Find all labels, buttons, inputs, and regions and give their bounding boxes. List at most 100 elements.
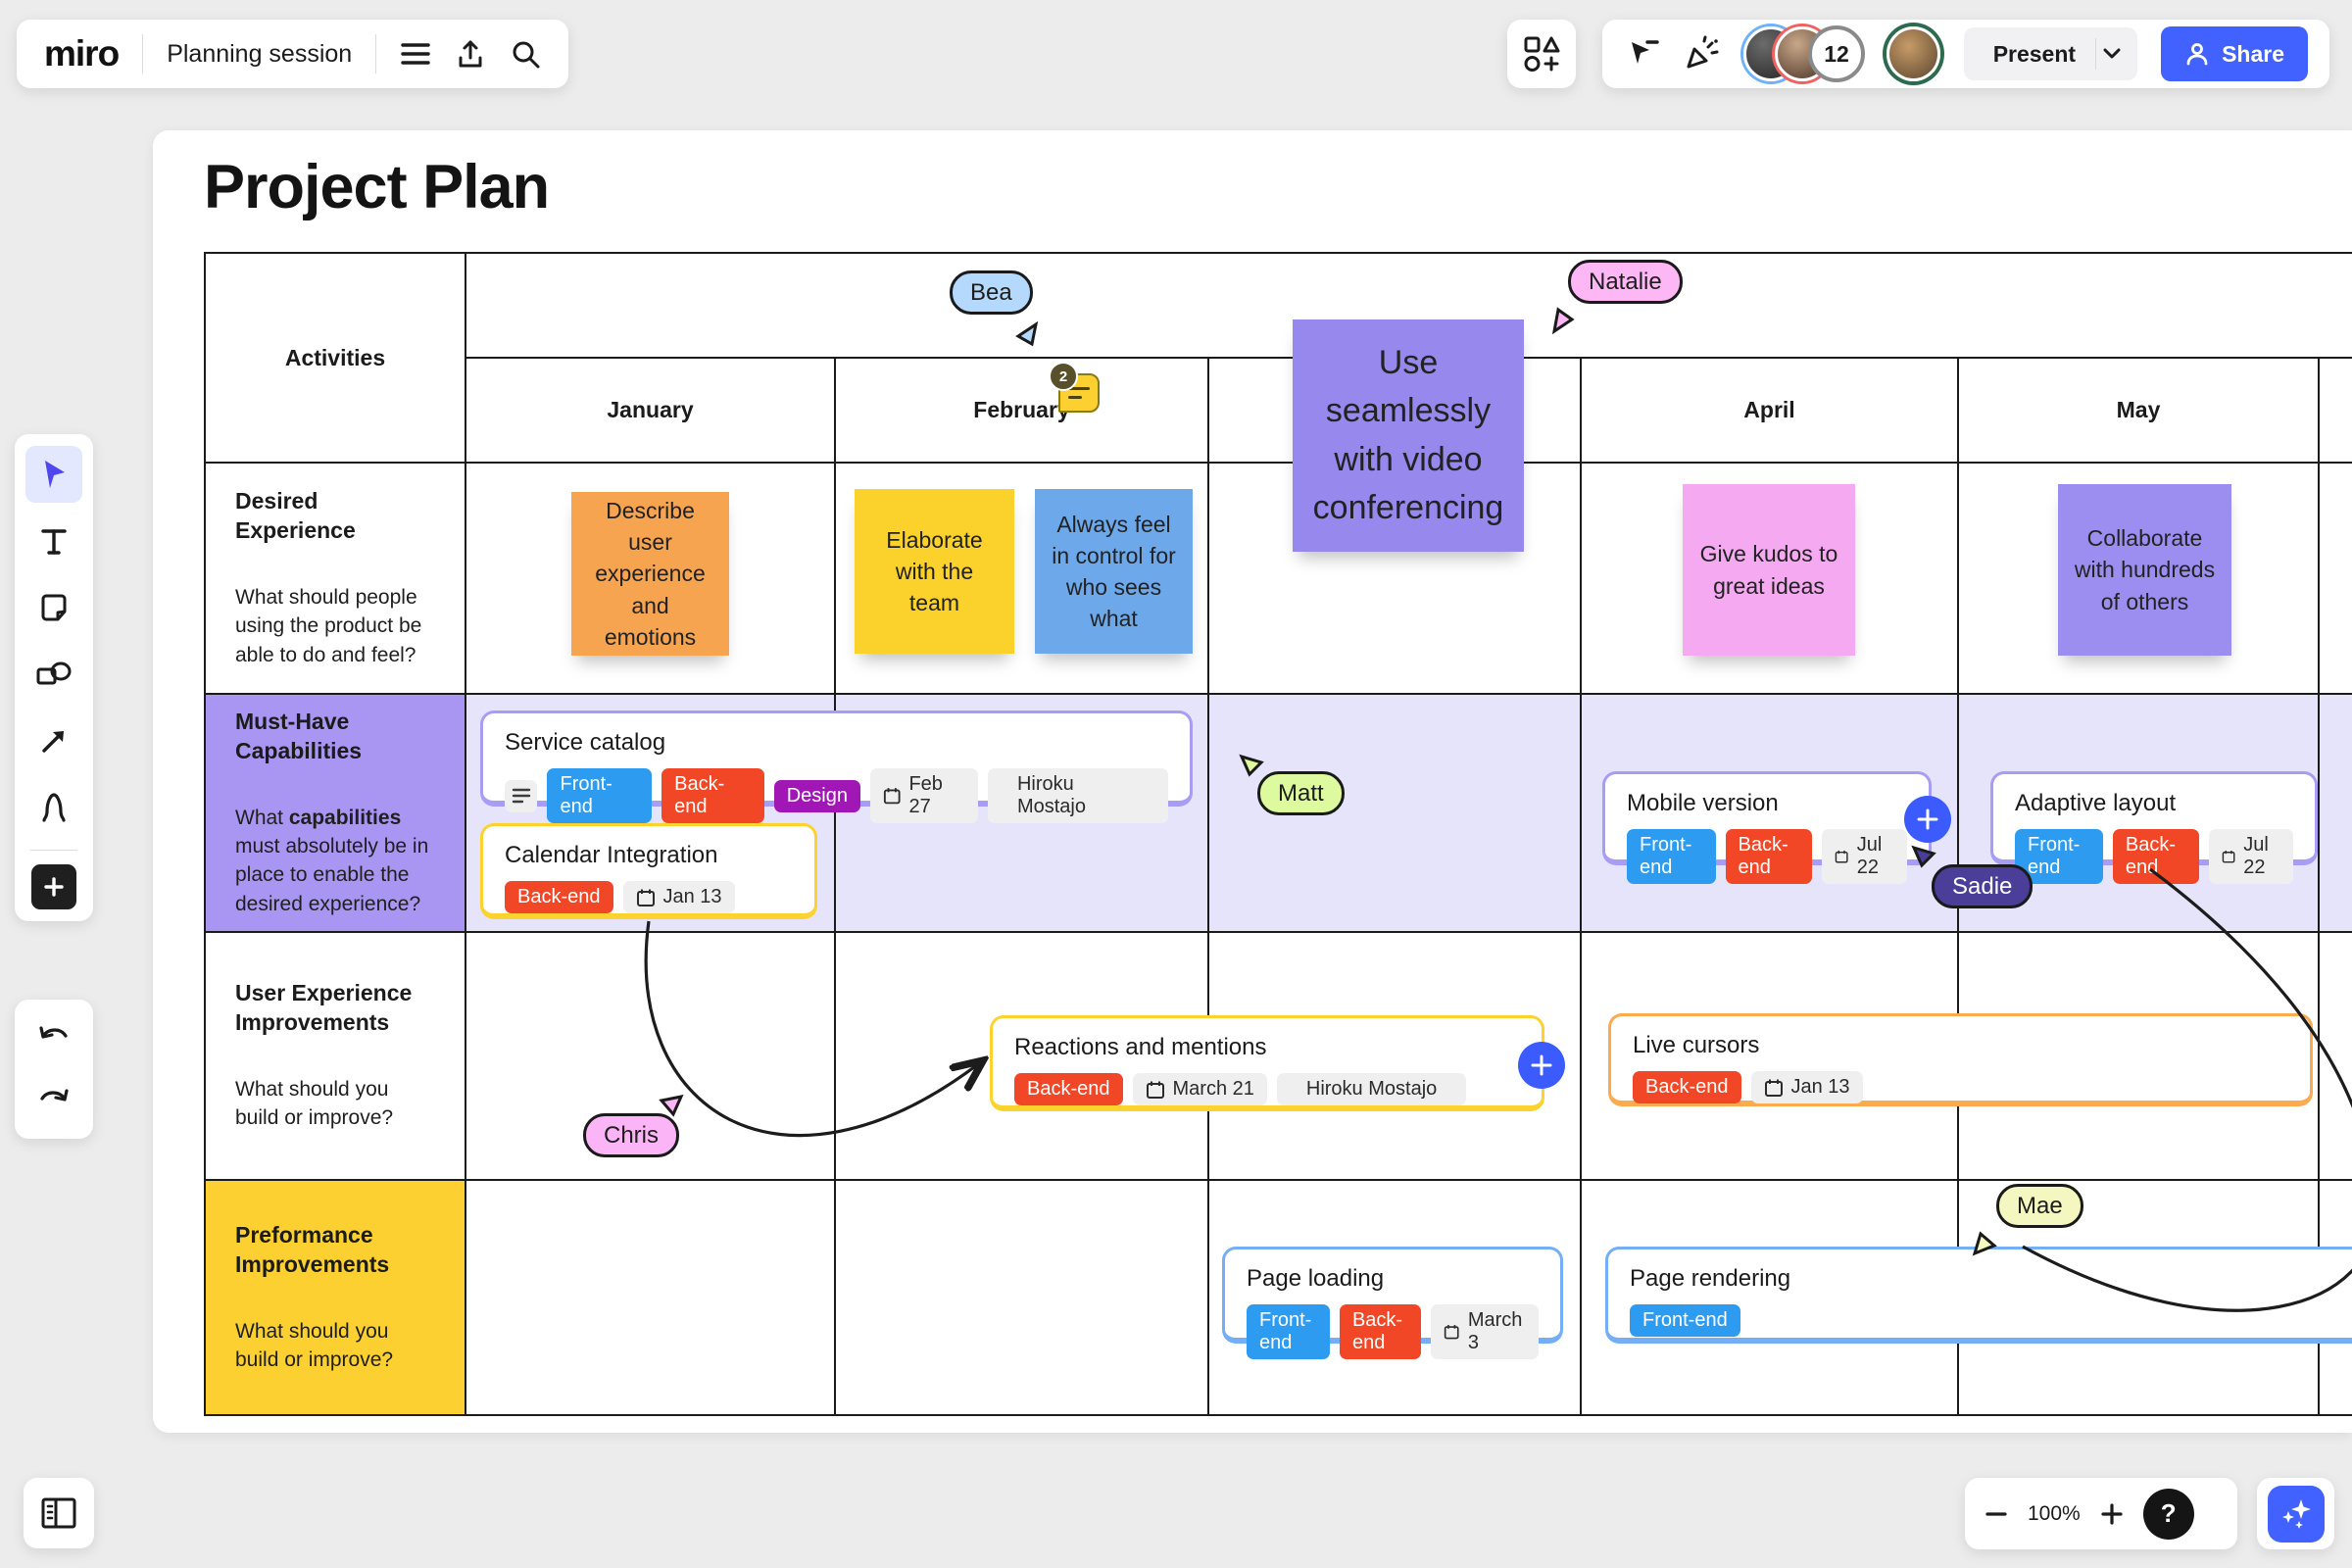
shapes-tool[interactable] [25,646,82,703]
table-cell[interactable] [1959,464,2320,695]
sticky-note[interactable]: Describe user experience and emotions [571,492,729,656]
miro-logo[interactable]: miro [44,33,120,74]
table-cell[interactable] [2320,464,2352,695]
task-card-reactions-mentions[interactable]: Reactions and mentions Back-end March 21… [990,1015,1544,1111]
board-title[interactable]: Planning session [167,39,353,68]
table-cell[interactable] [1209,933,1582,1181]
sticky-note[interactable]: Use seamlessly with video conferencing [1293,319,1524,552]
frame-title[interactable]: Project Plan [204,153,550,221]
calendar-icon [1836,850,1849,863]
sparkles-icon [2281,1498,2311,1529]
comment-thread[interactable]: 2 [1049,362,1100,413]
task-card-service-catalog[interactable]: Service catalog Front-end Back-end Desig… [480,710,1193,823]
task-card-page-rendering[interactable]: Page rendering Front-end [1605,1247,2352,1344]
table-cell[interactable] [1209,464,1582,695]
connector-tool[interactable] [25,712,82,769]
table-cell[interactable] [1209,695,1582,933]
table-cell[interactable] [1582,464,1959,695]
tag-design[interactable]: Design [773,779,860,812]
cursor-pointer-icon [1972,1231,1997,1256]
tag-backend[interactable]: Back-end [1339,1304,1422,1359]
month-header-april[interactable]: April [1582,359,1959,464]
table-cell[interactable] [2320,1181,2352,1416]
avatar[interactable] [1886,26,1940,81]
main-menu-button[interactable] [400,41,431,67]
add-card-button[interactable] [1904,796,1951,843]
due-date-pill[interactable]: March 21 [1132,1073,1267,1105]
row-header-must-have[interactable]: Must-Have Capabilities What capabilities… [206,695,466,933]
zoom-out-button[interactable] [1984,1502,2008,1526]
due-date-pill[interactable]: Feb 27 [870,768,978,823]
redo-button[interactable] [25,1072,82,1129]
assignee-pill[interactable]: Hiroku Mostajo [987,768,1169,823]
due-date-pill[interactable]: Jan 13 [622,881,735,913]
text-tool[interactable] [25,513,82,569]
tag-backend[interactable]: Back-end [1725,829,1813,884]
task-card-calendar-integration[interactable]: Calendar Integration Back-end Jan 13 [480,823,817,919]
collaborator-cursor-matt: Matt [1239,754,1345,815]
table-cell[interactable] [466,1181,836,1416]
frames-panel-button[interactable] [24,1478,94,1548]
due-date-pill[interactable]: Jan 13 [1750,1071,1863,1103]
sticky-note[interactable]: Collaborate with hundreds of others [2058,484,2231,656]
add-more-tools-button[interactable] [31,864,76,909]
tag-backend[interactable]: Back-end [662,768,764,823]
row-header-desired-experience[interactable]: Desired Experience What should people us… [206,464,466,695]
widgets-panel-button[interactable] [1507,20,1576,88]
undo-button[interactable] [25,1009,82,1066]
collaborator-avatars[interactable]: 12 [1743,25,1865,82]
task-card-adaptive-layout[interactable]: Adaptive layout Front-end Back-end Jul 2… [1990,771,2318,884]
tag-backend[interactable]: Back-end [505,881,613,913]
hide-cursors-button[interactable] [1624,36,1659,72]
month-header-partial[interactable] [2320,359,2352,464]
divider [2095,38,2097,70]
sticky-note-tool[interactable] [25,579,82,636]
zoom-in-button[interactable] [2100,1502,2124,1526]
table-cell[interactable] [2320,933,2352,1181]
tag-frontend[interactable]: Front-end [1247,1304,1330,1359]
due-date-pill[interactable]: March 3 [1431,1304,1539,1359]
table-cell[interactable] [2320,695,2352,933]
cursor-pointer-icon [659,1094,684,1117]
share-button[interactable]: Share [2161,26,2308,81]
tag-backend[interactable]: Back-end [2112,829,2200,884]
present-button[interactable]: Present [1963,27,2138,80]
tag-backend[interactable]: Back-end [1633,1071,1741,1103]
table-cell[interactable] [466,464,836,695]
tag-frontend[interactable]: Front-end [1627,829,1716,884]
select-tool[interactable] [25,446,82,503]
table-cell[interactable] [1209,1181,1582,1416]
add-card-button[interactable] [1518,1042,1565,1089]
search-button[interactable] [510,38,541,70]
assignee-pill[interactable]: Hiroku Mostajo [1276,1073,1467,1105]
export-button[interactable] [455,38,486,70]
help-button[interactable]: ? [2142,1488,2194,1540]
reactions-button[interactable] [1683,35,1720,73]
row-header-performance[interactable]: Preformance Improvements What should you… [206,1181,466,1416]
collaborator-count[interactable]: 12 [1808,25,1865,82]
sticky-note[interactable]: Elaborate with the team [855,489,1014,654]
table-cell[interactable] [836,1181,1209,1416]
task-card-mobile-version[interactable]: Mobile version Front-end Back-end Jul 22 [1602,771,1932,884]
row-header-ux-improvements[interactable]: User Experience Improvements What should… [206,933,466,1181]
tag-frontend[interactable]: Front-end [547,768,653,823]
sticky-note[interactable]: Give kudos to great ideas [1683,484,1855,656]
task-card-live-cursors[interactable]: Live cursors Back-end Jan 13 [1608,1013,2313,1106]
tag-frontend[interactable]: Front-end [1630,1304,1740,1337]
sticky-note[interactable]: Always feel in control for who sees what [1035,489,1193,654]
zoom-level[interactable]: 100% [2028,1501,2081,1525]
due-date-pill[interactable]: Jul 22 [1822,829,1907,884]
month-header-february[interactable]: February [836,359,1209,464]
month-header-january[interactable]: January [466,359,836,464]
arrow-icon [42,731,64,753]
ai-assistant-button[interactable] [2267,1485,2325,1543]
tag-backend[interactable]: Back-end [1014,1073,1123,1105]
table-cell[interactable] [836,464,1209,695]
pen-tool[interactable] [25,779,82,836]
table-corner-cell[interactable]: Activities [206,254,466,464]
month-header-may[interactable]: May [1959,359,2320,464]
collaborator-cursor-sadie: Sadie [1911,845,2034,908]
task-card-page-loading[interactable]: Page loading Front-end Back-end March 3 [1222,1247,1563,1359]
due-date-pill[interactable]: Jul 22 [2209,829,2293,884]
